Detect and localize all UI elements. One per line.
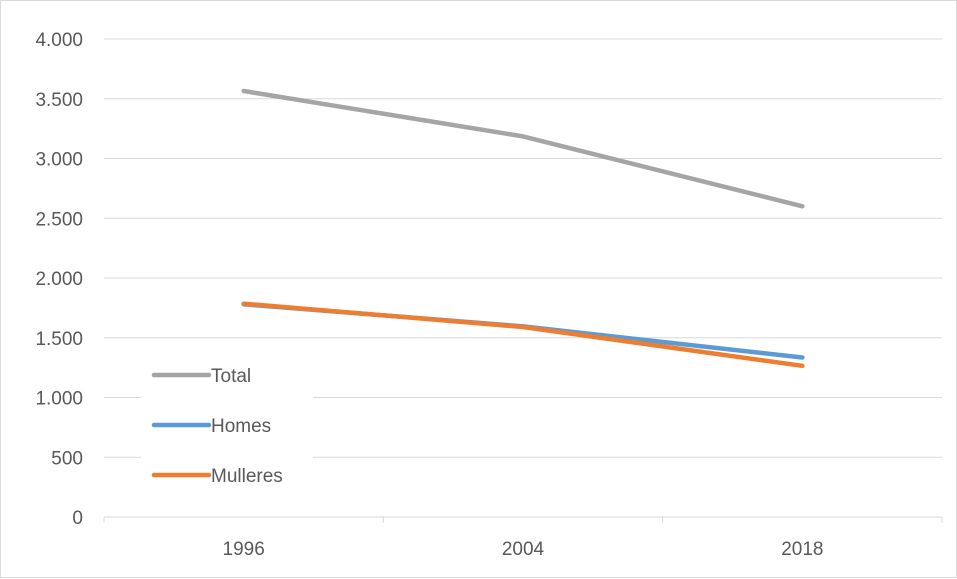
x-tick-label: 1996 (223, 539, 265, 560)
y-tick-label: 4.000 (35, 30, 83, 51)
y-tick-label: 3.500 (35, 90, 83, 111)
legend-label: Mulleres (211, 466, 283, 487)
x-axis-tick-labels: 1996 2004 2018 (223, 539, 824, 560)
legend-label: Homes (211, 416, 271, 437)
legend: Total Homes Mulleres (151, 366, 283, 487)
y-tick-label: 1.500 (35, 329, 83, 350)
y-axis-tick-labels: 0 500 1.000 1.500 2.000 2.500 3.000 3.500 4.000 (35, 30, 83, 529)
y-tick-label: 500 (51, 448, 83, 469)
series-line-total (241, 88, 805, 209)
y-tick-label: 0 (72, 508, 83, 529)
y-tick-label: 3.000 (35, 150, 83, 171)
series-line-mulleres (241, 301, 805, 369)
y-tick-label: 1.000 (35, 389, 83, 410)
x-axis (103, 516, 943, 523)
x-tick-label: 2004 (502, 539, 545, 560)
series-lines (241, 88, 805, 369)
y-tick-label: 2.000 (35, 269, 83, 290)
legend-label: Total (211, 366, 251, 387)
y-tick-label: 2.500 (35, 209, 83, 230)
x-tick-label: 2018 (781, 539, 823, 560)
